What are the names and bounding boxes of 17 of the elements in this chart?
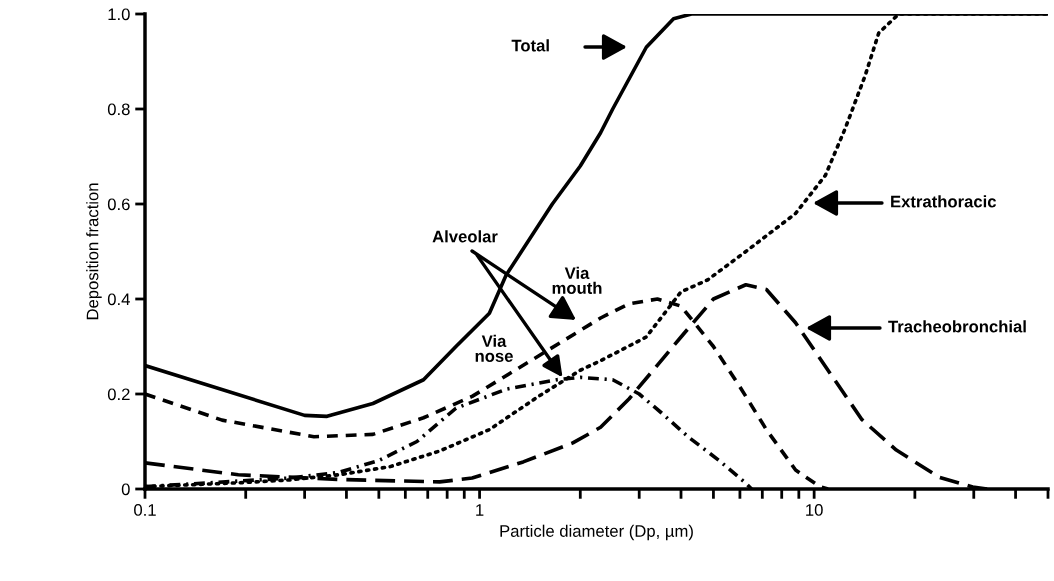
y-tick-label: 0.8 (107, 103, 130, 116)
x-tick-label: 1 (476, 504, 484, 516)
y-tick-label: 0.4 (107, 293, 130, 306)
annotation: Alveolar (432, 230, 498, 243)
x-tick-label: 10 (806, 504, 823, 516)
annotation: Via nose (475, 334, 513, 362)
annotation: Extrathoracic (891, 195, 997, 208)
x-axis-title: Particle diameter (Dp, µm) (500, 524, 693, 541)
y-axis-title: Deposition fraction (86, 183, 102, 320)
annotation: Tracheobronchial (888, 320, 1026, 333)
annotation: Total (511, 39, 549, 52)
y-tick-label: 0 (121, 483, 130, 496)
annotation: Via mouth (552, 266, 602, 294)
y-tick-label: 0.2 (107, 388, 130, 401)
x-tick-label: 0.1 (134, 504, 156, 516)
y-tick-label: 0.6 (107, 198, 130, 211)
y-tick-label: 1.0 (108, 8, 130, 21)
